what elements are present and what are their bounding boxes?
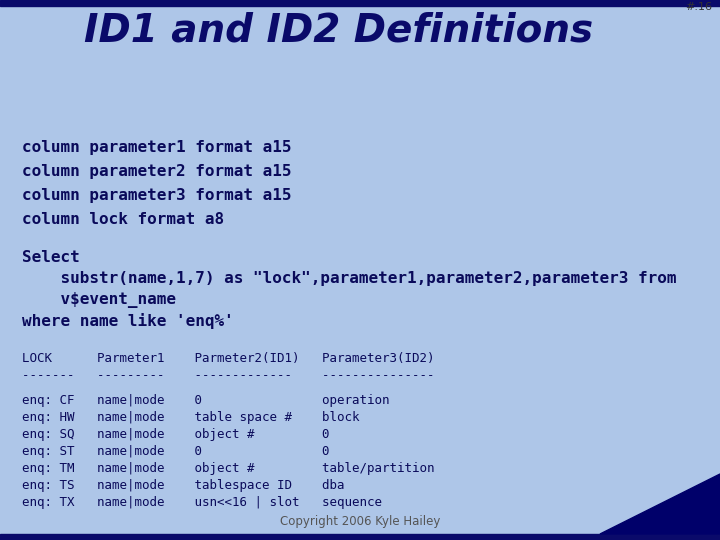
Text: enq: TX   name|mode    usn<<16 | slot   sequence: enq: TX name|mode usn<<16 | slot sequenc… xyxy=(22,496,382,509)
Bar xyxy=(0,0,720,6)
Text: enq: SQ   name|mode    object #         0: enq: SQ name|mode object # 0 xyxy=(22,428,330,441)
Text: where name like 'enq%': where name like 'enq%' xyxy=(22,313,234,329)
Text: enq: ST   name|mode    0                0: enq: ST name|mode 0 0 xyxy=(22,445,330,458)
Text: enq: TM   name|mode    object #         table/partition: enq: TM name|mode object # table/partiti… xyxy=(22,462,434,475)
Text: enq: HW   name|mode    table space #    block: enq: HW name|mode table space # block xyxy=(22,411,359,424)
Text: ID1 and ID2 Definitions: ID1 and ID2 Definitions xyxy=(84,12,593,50)
Text: LOCK      Parmeter1    Parmeter2(ID1)   Parameter3(ID2): LOCK Parmeter1 Parmeter2(ID1) Parameter3… xyxy=(22,352,434,365)
Text: column lock format a8: column lock format a8 xyxy=(22,212,224,227)
Text: Select: Select xyxy=(22,250,80,265)
Text: column parameter1 format a15: column parameter1 format a15 xyxy=(22,140,292,155)
Text: substr(name,1,7) as "lock",parameter1,parameter2,parameter3 from: substr(name,1,7) as "lock",parameter1,pa… xyxy=(22,271,677,286)
Bar xyxy=(0,534,720,540)
Text: column parameter2 format a15: column parameter2 format a15 xyxy=(22,164,292,179)
Text: Copyright 2006 Kyle Hailey: Copyright 2006 Kyle Hailey xyxy=(280,515,440,528)
Text: -------   ---------    -------------    ---------------: ------- --------- ------------- --------… xyxy=(22,369,434,382)
Text: enq: TS   name|mode    tablespace ID    dba: enq: TS name|mode tablespace ID dba xyxy=(22,479,344,492)
Text: v$event_name: v$event_name xyxy=(22,292,176,308)
Text: column parameter3 format a15: column parameter3 format a15 xyxy=(22,188,292,203)
Polygon shape xyxy=(600,474,720,534)
Text: enq: CF   name|mode    0                operation: enq: CF name|mode 0 operation xyxy=(22,394,390,407)
Text: #.16: #.16 xyxy=(685,2,712,12)
